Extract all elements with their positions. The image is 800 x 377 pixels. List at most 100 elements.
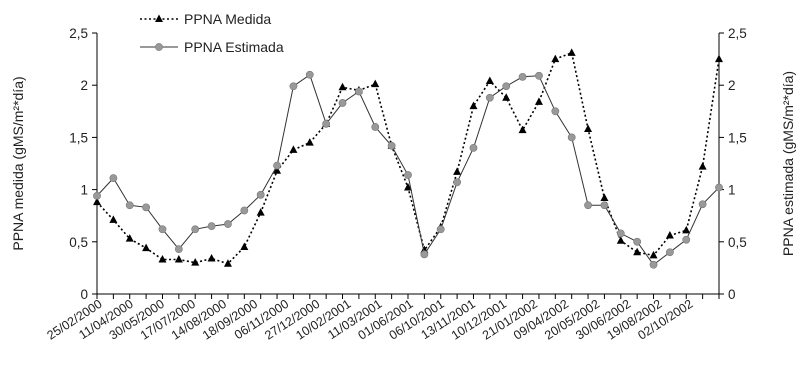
data-point [698, 162, 707, 170]
y-tick-label-right: 2,5 [728, 26, 747, 41]
data-point [109, 174, 118, 183]
data-point [371, 79, 380, 88]
series-medida [93, 48, 723, 267]
data-point [224, 220, 232, 228]
data-point [649, 260, 658, 269]
y-tick-label-right: 0,5 [728, 235, 747, 250]
data-point [174, 245, 183, 254]
data-point [93, 197, 101, 206]
data-point [158, 255, 167, 263]
data-point [125, 201, 134, 210]
data-point [338, 82, 347, 91]
data-point [616, 236, 625, 244]
series-line [96, 51, 720, 265]
data-point [191, 258, 200, 266]
data-point [551, 54, 560, 63]
data-point [682, 225, 691, 234]
data-point [715, 54, 723, 63]
data-point [223, 259, 232, 267]
data-point [387, 141, 396, 150]
data-point [207, 222, 216, 231]
legend-marker [155, 14, 163, 22]
data-point [665, 248, 674, 257]
data-point [256, 190, 265, 199]
data-point [551, 107, 560, 116]
data-point [338, 99, 347, 107]
series-line [96, 74, 720, 266]
data-point [567, 48, 576, 56]
legend-label: PPNA Estimada [184, 39, 284, 55]
data-point [485, 93, 494, 102]
legend-item: PPNA Estimada [140, 39, 284, 55]
data-point [518, 125, 527, 134]
y-axis-title-left: PPNA medida (gMS/m²*día) [10, 76, 26, 250]
y-tick-label-left: 2,5 [69, 26, 88, 41]
y-axis-title-right: PPNA estimada (gMS/m²*día) [780, 71, 796, 256]
data-point [633, 247, 642, 256]
data-point [453, 178, 462, 187]
data-point [469, 143, 478, 152]
y-tick-label-right: 2 [728, 78, 736, 93]
series-estimada [93, 70, 723, 269]
y-tick-label-left: 0 [80, 287, 88, 302]
data-point [535, 71, 543, 80]
data-point [600, 193, 609, 201]
y-tick-label-left: 1 [80, 183, 88, 198]
data-point [453, 167, 462, 175]
data-point [420, 250, 429, 259]
data-point [485, 76, 494, 85]
data-point [354, 87, 363, 96]
data-point [305, 70, 314, 79]
data-point [665, 231, 674, 239]
y-tick-label-left: 1,5 [69, 130, 88, 145]
y-tick-label-left: 2 [80, 78, 88, 93]
data-point [273, 166, 282, 174]
data-point [207, 254, 216, 262]
y-tick-label-left: 0,5 [69, 235, 88, 250]
data-point [142, 203, 151, 212]
data-point [649, 250, 658, 259]
data-point [256, 208, 265, 216]
y-tick-label-right: 0 [728, 287, 736, 302]
data-point [633, 237, 642, 246]
y-tick-label-right: 1 [728, 183, 736, 198]
data-point [404, 183, 412, 191]
data-point [600, 201, 609, 210]
series-layer [93, 48, 723, 269]
data-point [158, 225, 167, 234]
data-point [567, 133, 576, 142]
data-point [715, 183, 723, 192]
data-point [240, 206, 249, 215]
data-point [584, 124, 593, 133]
axes: 0 00,5 0,51 11,5 1,52 22,5 2,525/02/200011/04/… [45, 26, 747, 343]
legend-label: PPNA Medida [184, 11, 271, 27]
data-point [240, 242, 249, 251]
data-point [273, 161, 281, 170]
data-point [518, 72, 527, 81]
data-point [305, 138, 314, 146]
data-point [289, 145, 298, 153]
data-point [698, 200, 707, 209]
data-point [93, 191, 101, 200]
data-point [616, 229, 625, 238]
data-point [502, 93, 511, 101]
data-point [125, 234, 134, 242]
data-point [289, 82, 298, 91]
data-point [436, 225, 445, 234]
data-point [109, 215, 118, 223]
data-point [682, 235, 691, 244]
data-point [404, 171, 412, 179]
data-point [584, 201, 592, 210]
data-point [174, 255, 183, 263]
y-tick-label-right: 1,5 [728, 130, 747, 145]
data-point [322, 119, 331, 128]
legend-marker [155, 43, 163, 51]
data-point [534, 97, 543, 105]
data-point [371, 123, 380, 131]
legend: PPNA Medida PPNA Estimada [140, 11, 284, 55]
data-point [469, 101, 478, 110]
data-point [142, 243, 151, 252]
data-point [191, 225, 200, 234]
legend-item: PPNA Medida [140, 11, 271, 27]
